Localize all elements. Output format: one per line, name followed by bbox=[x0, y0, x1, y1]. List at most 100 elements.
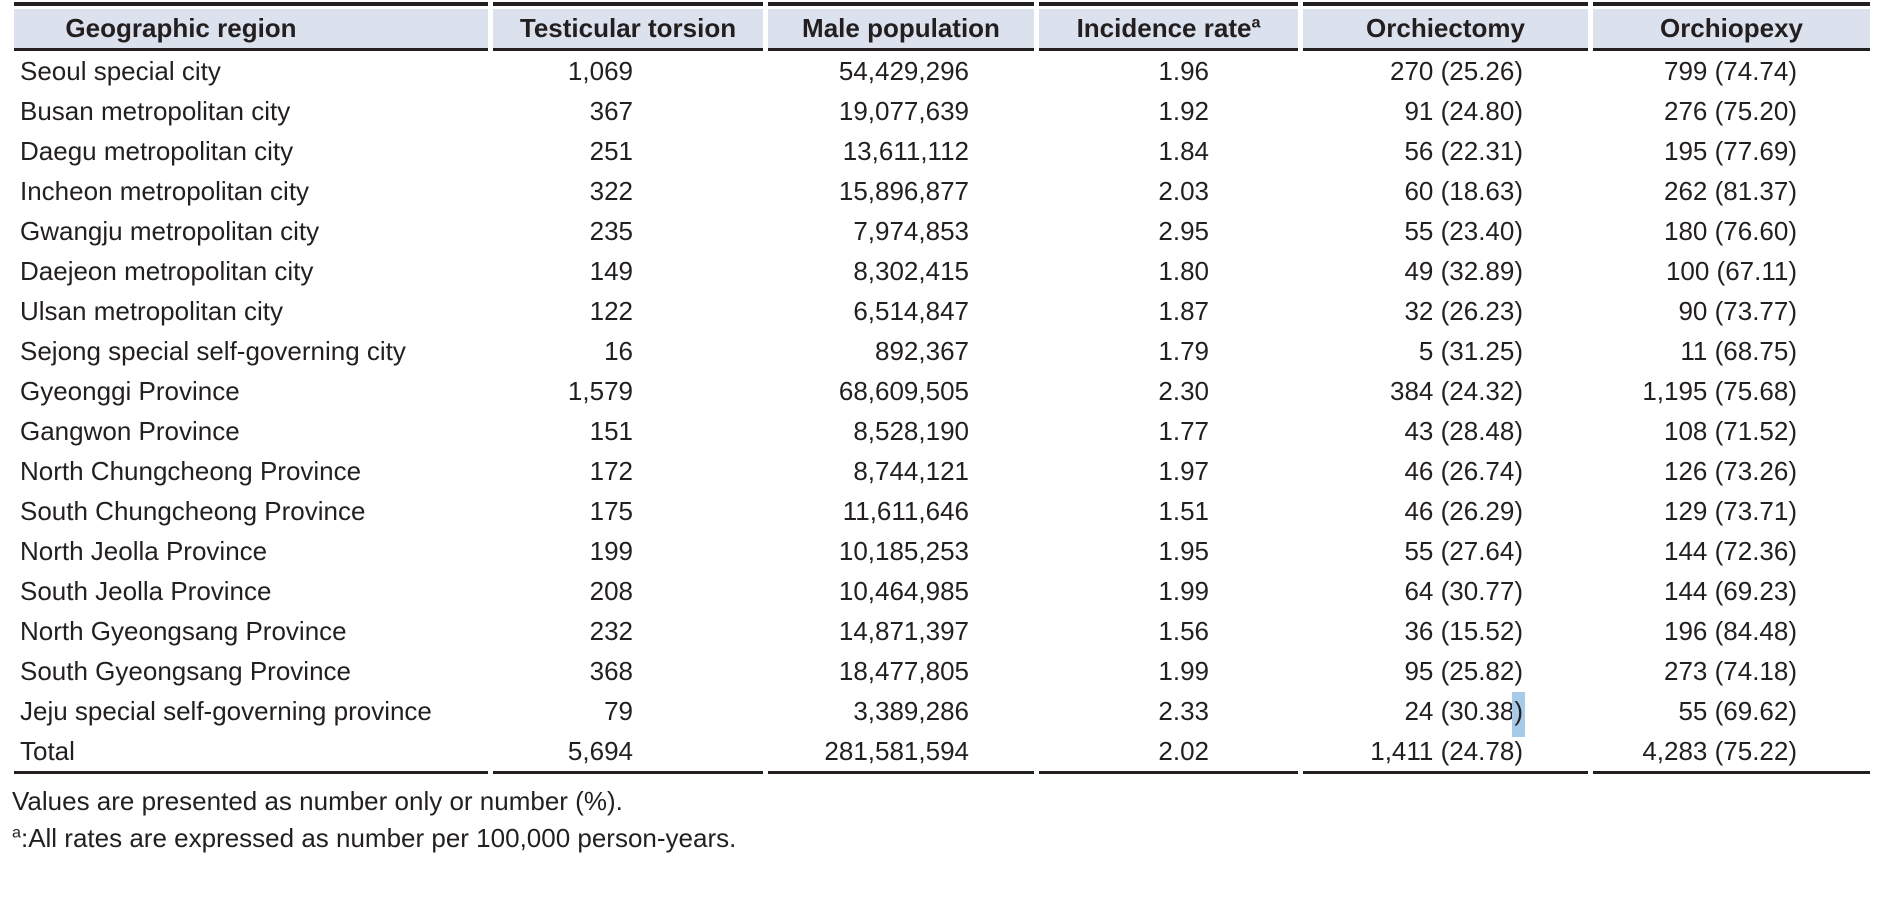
table-row: Busan metropolitan city 367 19,077,639 1.92… bbox=[14, 91, 1870, 131]
cell: 6,514,847 bbox=[853, 295, 969, 326]
cell: 46 (26.29) bbox=[1404, 495, 1523, 526]
cell: 195 (77.69) bbox=[1664, 135, 1797, 166]
cell: 281,581,594 bbox=[768, 731, 1034, 774]
cell: 1.95 bbox=[1158, 535, 1209, 566]
cell: 1.84 bbox=[1158, 135, 1209, 166]
cell: 151 bbox=[589, 415, 633, 446]
cell: 1.80 bbox=[1158, 255, 1209, 286]
cell: 1.99 bbox=[1158, 575, 1209, 606]
cell: 90 (73.77) bbox=[1678, 295, 1797, 326]
cell: 19,077,639 bbox=[838, 95, 969, 126]
cell: 129 (73.71) bbox=[1664, 495, 1797, 526]
table-body: Seoul special city 1,069 54,429,296 1.96 270… bbox=[14, 51, 1870, 774]
table-row: Incheon metropolitan city 322 15,896,877 2.… bbox=[14, 171, 1870, 211]
cell: Busan metropolitan city bbox=[20, 95, 291, 126]
cell: 2.33 bbox=[1158, 695, 1209, 726]
cell: 3,389,286 bbox=[853, 695, 969, 726]
cell: 1.97 bbox=[1158, 455, 1209, 486]
cell: 100 (67.11) bbox=[1665, 255, 1797, 286]
cell: 122 bbox=[589, 295, 633, 326]
table-figure: Geographic region Testicular torsion Male … bbox=[12, 2, 1870, 853]
cell: 49 (32.89) bbox=[1404, 255, 1523, 286]
cell: 10,185,253 bbox=[838, 535, 969, 566]
cell: Gyeonggi Province bbox=[20, 375, 240, 406]
table-row: Gwangju metropolitan city 235 7,974,853 2.9… bbox=[14, 211, 1870, 251]
cell: 2.95 bbox=[1158, 215, 1209, 246]
cell: 235 bbox=[589, 215, 633, 246]
table-row: South Chungcheong Province 175 11,611,646 1… bbox=[14, 491, 1870, 531]
cell: Gangwon Province bbox=[20, 415, 240, 446]
cell: 64 (30.77) bbox=[1404, 575, 1523, 606]
cell: Sejong special self-governing city bbox=[20, 335, 406, 366]
cell: 18,477,805 bbox=[838, 655, 969, 686]
table-row: Jeju special self-governing province 79 3,… bbox=[14, 691, 1870, 737]
table-row: North Chungcheong Province 172 8,744,121 1.… bbox=[14, 451, 1870, 491]
table-row: Gyeonggi Province 1,579 68,609,505 2.30 384 … bbox=[14, 371, 1870, 411]
cell: 1.79 bbox=[1158, 335, 1209, 366]
cell: 11,611,646 bbox=[842, 495, 969, 526]
cell: Total bbox=[14, 731, 488, 774]
cell: 8,528,190 bbox=[853, 415, 969, 446]
cell: 11 (68.75) bbox=[1680, 335, 1797, 366]
cell: 144 (72.36) bbox=[1664, 535, 1797, 566]
cell: 15,896,877 bbox=[838, 175, 969, 206]
cell: 108 (71.52) bbox=[1664, 415, 1797, 446]
cell: 196 (84.48) bbox=[1664, 615, 1797, 646]
cell: 251 bbox=[589, 135, 633, 166]
cell: 55 (27.64) bbox=[1404, 535, 1523, 566]
table-row: Daejeon metropolitan city 149 8,302,415 1.8… bbox=[14, 251, 1870, 291]
column-header: Testicular torsion bbox=[493, 2, 763, 51]
cell: North Chungcheong Province bbox=[20, 455, 362, 486]
cell: 276 (75.20) bbox=[1664, 95, 1797, 126]
cell: Daegu metropolitan city bbox=[20, 135, 294, 166]
cell: 91 (24.80) bbox=[1404, 95, 1523, 126]
selection-highlight[interactable]: ) bbox=[1512, 691, 1525, 737]
cell: 199 bbox=[589, 535, 633, 566]
cell: 799 (74.74) bbox=[1664, 55, 1797, 86]
column-header: Orchiopexy bbox=[1593, 2, 1870, 51]
column-header: Incidence ratea bbox=[1039, 2, 1298, 51]
cell: 1.92 bbox=[1158, 95, 1209, 126]
cell: 13,611,112 bbox=[842, 135, 969, 166]
cell: North Gyeongsang Province bbox=[20, 615, 347, 646]
cell: 892,367 bbox=[875, 335, 969, 366]
cell: Incheon metropolitan city bbox=[20, 175, 310, 206]
cell: Jeju special self-governing province bbox=[20, 695, 432, 726]
cell: Daejeon metropolitan city bbox=[20, 255, 314, 286]
cell: Seoul special city bbox=[20, 55, 221, 86]
cell: 7,974,853 bbox=[853, 215, 969, 246]
cell: Gwangju metropolitan city bbox=[20, 215, 320, 246]
table-row: South Gyeongsang Province 368 18,477,805 1.… bbox=[14, 651, 1870, 691]
cell: 1,069 bbox=[567, 55, 633, 86]
cell: 4,283 (75.22) bbox=[1593, 731, 1870, 774]
cell: 1.77 bbox=[1158, 415, 1209, 446]
footnote: a:All rates are expressed as number per … bbox=[12, 823, 737, 853]
cell: 180 (76.60) bbox=[1664, 215, 1797, 246]
cell: 1.96 bbox=[1158, 55, 1209, 86]
table-row: Daegu metropolitan city 251 13,611,112 1.84… bbox=[14, 131, 1870, 171]
table-row: Ulsan metropolitan city 122 6,514,847 1.87 3… bbox=[14, 291, 1870, 331]
column-header: Male population bbox=[768, 2, 1034, 51]
cell: 43 (28.48) bbox=[1404, 415, 1523, 446]
cell: 367 bbox=[589, 95, 633, 126]
cell: 149 bbox=[589, 255, 633, 286]
cell: 273 (74.18) bbox=[1664, 655, 1797, 686]
cell: 1.56 bbox=[1158, 615, 1209, 646]
superscript-marker: a bbox=[1251, 13, 1261, 32]
table-row: North Gyeongsang Province 232 14,871,397 1.… bbox=[14, 611, 1870, 651]
cell: South Chungcheong Province bbox=[20, 495, 366, 526]
cell: 5 (31.25) bbox=[1418, 335, 1523, 366]
table-row: North Jeolla Province 199 10,185,253 1.95 55… bbox=[14, 531, 1870, 571]
cell: 270 (25.26) bbox=[1390, 55, 1523, 86]
cell: 5,694 bbox=[493, 731, 763, 774]
table-row: Gangwon Province 151 8,528,190 1.77 43 (28.4… bbox=[14, 411, 1870, 451]
cell: 1,195 (75.68) bbox=[1642, 375, 1797, 406]
cell: 36 (15.52) bbox=[1404, 615, 1523, 646]
column-header: Geographic region bbox=[14, 2, 488, 51]
cell: 46 (26.74) bbox=[1404, 455, 1523, 486]
cell: 10,464,985 bbox=[838, 575, 969, 606]
cell: 56 (22.31) bbox=[1404, 135, 1523, 166]
column-header: Orchiectomy bbox=[1303, 2, 1588, 51]
cell: 32 (26.23) bbox=[1404, 295, 1523, 326]
cell: 8,302,415 bbox=[853, 255, 969, 286]
